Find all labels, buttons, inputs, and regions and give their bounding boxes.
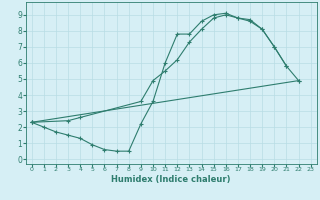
X-axis label: Humidex (Indice chaleur): Humidex (Indice chaleur) xyxy=(111,175,231,184)
